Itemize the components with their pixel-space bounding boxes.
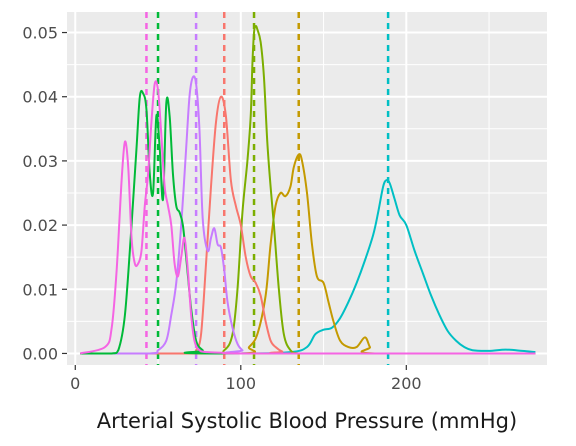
x-axis: 0 100 200 <box>70 365 422 393</box>
y-axis: 0.00 0.01 0.02 0.03 0.04 0.05 <box>22 24 67 363</box>
y-tick-label: 0.01 <box>22 280 58 299</box>
x-tick-label: 0 <box>70 374 80 393</box>
density-curve <box>80 75 536 355</box>
y-tick-label: 0.02 <box>22 216 58 235</box>
density-curve <box>80 24 536 355</box>
density-curve <box>80 95 536 355</box>
x-tick-label: 100 <box>226 374 257 393</box>
y-tick-label: 0.04 <box>22 88 58 107</box>
density-curve <box>79 80 536 355</box>
y-tick-label: 0.00 <box>22 344 58 363</box>
y-tick-label: 0.03 <box>22 152 58 171</box>
x-tick-label: 200 <box>391 374 422 393</box>
density-curve <box>80 178 536 355</box>
density-curve <box>80 153 536 355</box>
y-tick-label: 0.05 <box>22 24 58 43</box>
x-axis-title: Arterial Systolic Blood Pressure (mmHg) <box>97 409 517 433</box>
density-curves <box>79 24 536 355</box>
density-curve <box>80 89 536 355</box>
